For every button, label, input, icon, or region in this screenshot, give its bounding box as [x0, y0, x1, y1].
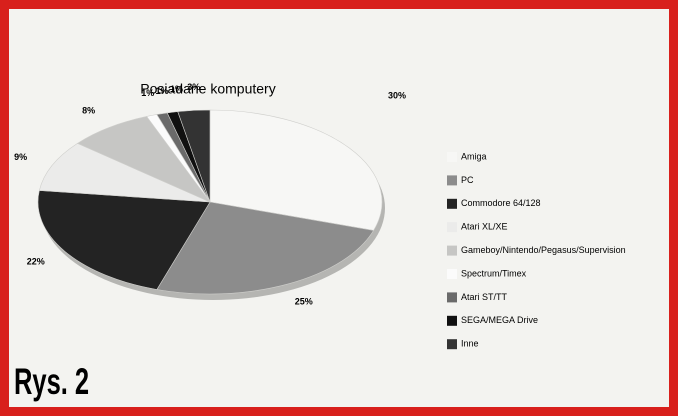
legend-swatch [447, 198, 457, 209]
legend-swatch [447, 152, 457, 162]
legend-label: PC [461, 175, 474, 185]
data-label: 9% [14, 152, 27, 162]
caption: Rys. 2 [14, 360, 89, 402]
pie-slice [177, 109, 211, 203]
legend-label: Inne [461, 339, 479, 349]
legend-label: Commodore 64/128 [461, 198, 541, 208]
legend-swatch [447, 175, 457, 186]
pie-slice [38, 143, 211, 203]
data-label: 1% [170, 84, 183, 94]
data-label: 30% [388, 90, 406, 100]
data-label: 1% [141, 88, 154, 98]
legend-swatch [447, 315, 457, 326]
pie-slice [37, 190, 211, 290]
legend-swatch [447, 269, 457, 279]
legend-swatch [447, 222, 457, 233]
legend-label: Spectrum/Timex [461, 268, 527, 278]
data-label: 1% [156, 86, 169, 96]
legend-label: SEGA/MEGA Drive [461, 315, 538, 325]
pie-slice [209, 109, 383, 231]
data-label: 8% [82, 106, 95, 116]
legend-label: Atari ST/TT [461, 292, 508, 302]
legend-swatch [447, 245, 457, 256]
legend-label: Amiga [461, 151, 487, 161]
data-label: 3% [187, 82, 200, 92]
data-label: 25% [295, 296, 313, 306]
legend-label: Gameboy/Nintendo/Pegasus/Supervision [461, 245, 626, 255]
chart-title: Posiadane komputery [140, 81, 275, 97]
legend-swatch [447, 292, 457, 303]
legend-swatch [447, 339, 457, 350]
pie-slice [156, 201, 375, 295]
data-label: 22% [27, 257, 45, 267]
legend-label: Atari XL/XE [461, 222, 508, 232]
